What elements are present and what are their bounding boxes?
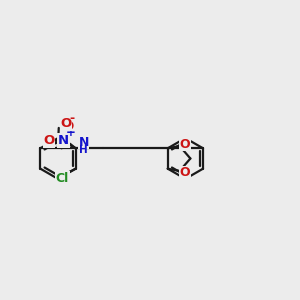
- Text: O: O: [60, 118, 72, 130]
- Text: O: O: [44, 134, 55, 147]
- Text: O: O: [62, 120, 73, 133]
- Text: H: H: [79, 145, 88, 155]
- Text: Cl: Cl: [56, 172, 69, 185]
- Text: O: O: [179, 167, 190, 179]
- Text: +: +: [66, 126, 76, 139]
- Text: N: N: [58, 134, 69, 147]
- Text: -: -: [70, 112, 75, 125]
- Text: N: N: [79, 136, 89, 148]
- Text: O: O: [179, 138, 190, 151]
